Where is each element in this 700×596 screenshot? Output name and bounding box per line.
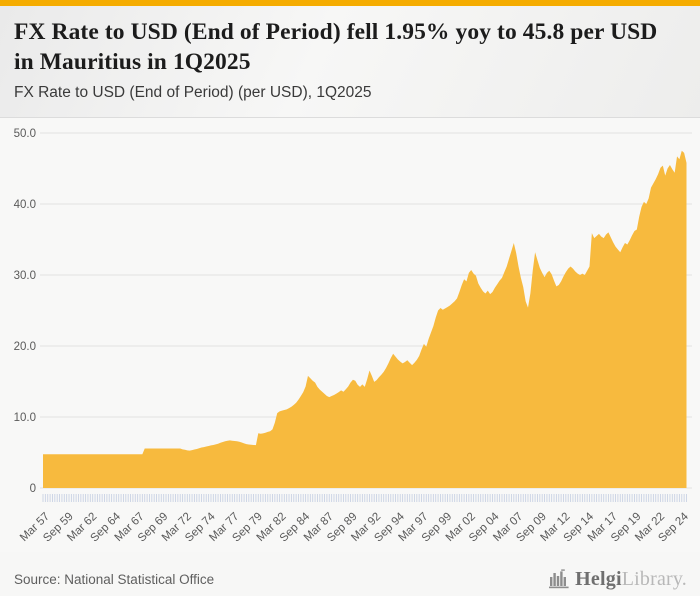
y-axis-tick-label: 40.0: [14, 199, 36, 211]
top-accent-bar: [0, 0, 700, 6]
logo-text: HelgiLibrary.: [575, 568, 687, 591]
area-series: [43, 150, 687, 488]
page-subtitle: FX Rate to USD (End of Period) (per USD)…: [14, 84, 372, 102]
footer: Source: National Statistical Office Helg…: [0, 552, 700, 596]
y-axis-tick-label: 50.0: [14, 128, 36, 140]
header: FX Rate to USD (End of Period) fell 1.95…: [0, 6, 700, 118]
chart: 0 10.0 20.0 30.0 40.0 50.0 Mar 57 Sep 59 Mar 62 S…: [0, 118, 700, 552]
helgi-library-logo: HelgiLibrary.: [548, 568, 687, 591]
logo-text-secondary: Library.: [621, 567, 687, 590]
page-title: FX Rate to USD (End of Period) fell 1.95…: [14, 19, 658, 76]
y-axis-tick-label: 0: [30, 483, 36, 495]
y-axis-tick-label: 10.0: [14, 412, 36, 424]
source-text: Source: National Statistical Office: [14, 571, 215, 587]
y-axis-tick-label: 20.0: [14, 341, 36, 353]
y-axis-tick-label: 30.0: [14, 270, 36, 282]
logo-text-primary: Helgi: [575, 567, 622, 590]
bar-chart-building-icon: [549, 569, 569, 589]
